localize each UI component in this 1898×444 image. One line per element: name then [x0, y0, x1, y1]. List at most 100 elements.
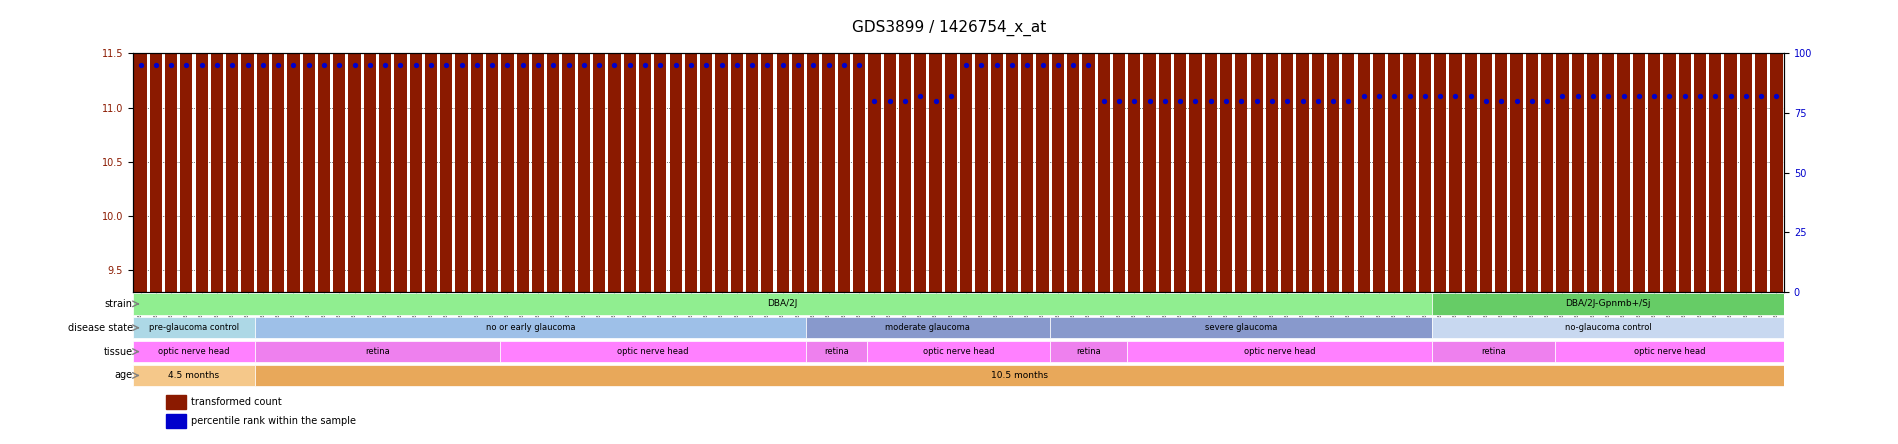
FancyBboxPatch shape	[805, 341, 867, 362]
Bar	[884, 0, 896, 292]
Bar	[1387, 0, 1401, 292]
Point	[461, 62, 492, 69]
Point	[1057, 62, 1088, 69]
Text: GDS3899 / 1426754_x_at: GDS3899 / 1426754_x_at	[852, 20, 1046, 36]
Bar	[271, 0, 285, 292]
Point	[981, 62, 1012, 69]
Bar	[241, 0, 254, 292]
Point	[1226, 98, 1256, 105]
Bar	[150, 0, 161, 292]
Bar	[456, 0, 467, 292]
Text: severe glaucoma: severe glaucoma	[1205, 323, 1277, 332]
Point	[216, 62, 247, 69]
Bar	[1296, 0, 1308, 292]
Bar	[1725, 0, 1737, 292]
FancyBboxPatch shape	[1433, 317, 1784, 338]
Bar	[547, 0, 560, 292]
Point	[446, 62, 476, 69]
Bar	[1051, 0, 1065, 292]
Point	[1517, 98, 1547, 105]
Bar	[991, 0, 1002, 292]
Bar	[1097, 0, 1110, 292]
Bar	[364, 0, 376, 292]
Bar	[1663, 0, 1676, 292]
Bar	[640, 0, 651, 292]
FancyBboxPatch shape	[1050, 317, 1433, 338]
Bar	[395, 0, 406, 292]
Point	[325, 62, 355, 69]
Bar	[1190, 0, 1201, 292]
Bar	[837, 0, 850, 292]
Point	[522, 62, 552, 69]
Bar	[1771, 0, 1782, 292]
Bar	[1036, 0, 1050, 292]
FancyBboxPatch shape	[1127, 341, 1433, 362]
FancyBboxPatch shape	[1554, 341, 1784, 362]
Point	[860, 98, 890, 105]
Bar	[1632, 0, 1646, 292]
Point	[1072, 62, 1103, 69]
Bar	[425, 0, 437, 292]
FancyBboxPatch shape	[254, 317, 805, 338]
Point	[416, 62, 446, 69]
Point	[1471, 98, 1501, 105]
Bar	[349, 0, 361, 292]
Bar	[1082, 0, 1095, 292]
Point	[400, 62, 431, 69]
FancyBboxPatch shape	[1050, 341, 1127, 362]
Point	[691, 62, 721, 69]
Point	[569, 62, 600, 69]
Bar	[287, 0, 300, 292]
Bar	[700, 0, 712, 292]
Point	[247, 62, 277, 69]
Bar	[440, 0, 452, 292]
Point	[1441, 93, 1471, 100]
Text: optic nerve head: optic nerve head	[922, 347, 995, 356]
Bar	[1740, 0, 1752, 292]
Bar	[1067, 0, 1080, 292]
Point	[1716, 93, 1746, 100]
FancyBboxPatch shape	[133, 317, 254, 338]
Point	[1731, 93, 1761, 100]
Bar	[1496, 0, 1507, 292]
Point	[845, 62, 875, 69]
Point	[1089, 98, 1120, 105]
Bar	[1541, 0, 1553, 292]
Bar	[516, 0, 530, 292]
Point	[1562, 93, 1592, 100]
Bar	[1327, 0, 1340, 292]
Point	[585, 62, 615, 69]
Point	[1746, 93, 1777, 100]
FancyBboxPatch shape	[254, 341, 499, 362]
Point	[1256, 98, 1287, 105]
Text: DBA/2J-Gpnmb+/Sj: DBA/2J-Gpnmb+/Sj	[1566, 299, 1651, 309]
Bar	[1435, 0, 1446, 292]
Point	[1640, 93, 1670, 100]
Bar	[1678, 0, 1691, 292]
Point	[232, 62, 262, 69]
Bar	[960, 0, 972, 292]
Bar	[1143, 0, 1156, 292]
FancyBboxPatch shape	[867, 341, 1050, 362]
Point	[1302, 98, 1332, 105]
Bar	[380, 0, 391, 292]
Point	[1410, 93, 1441, 100]
Bar	[1251, 0, 1262, 292]
Point	[385, 62, 416, 69]
Text: percentile rank within the sample: percentile rank within the sample	[190, 416, 355, 426]
Point	[539, 62, 569, 69]
Bar	[1281, 0, 1293, 292]
Bar	[165, 0, 177, 292]
Point	[797, 62, 828, 69]
Bar	[135, 0, 146, 292]
Point	[736, 62, 767, 69]
Point	[661, 62, 691, 69]
Bar	[867, 0, 881, 292]
Bar	[655, 0, 666, 292]
Point	[921, 98, 951, 105]
Bar	[716, 0, 727, 292]
Bar	[211, 0, 224, 292]
Bar	[302, 0, 315, 292]
Bar	[1372, 0, 1386, 292]
Bar	[1403, 0, 1416, 292]
